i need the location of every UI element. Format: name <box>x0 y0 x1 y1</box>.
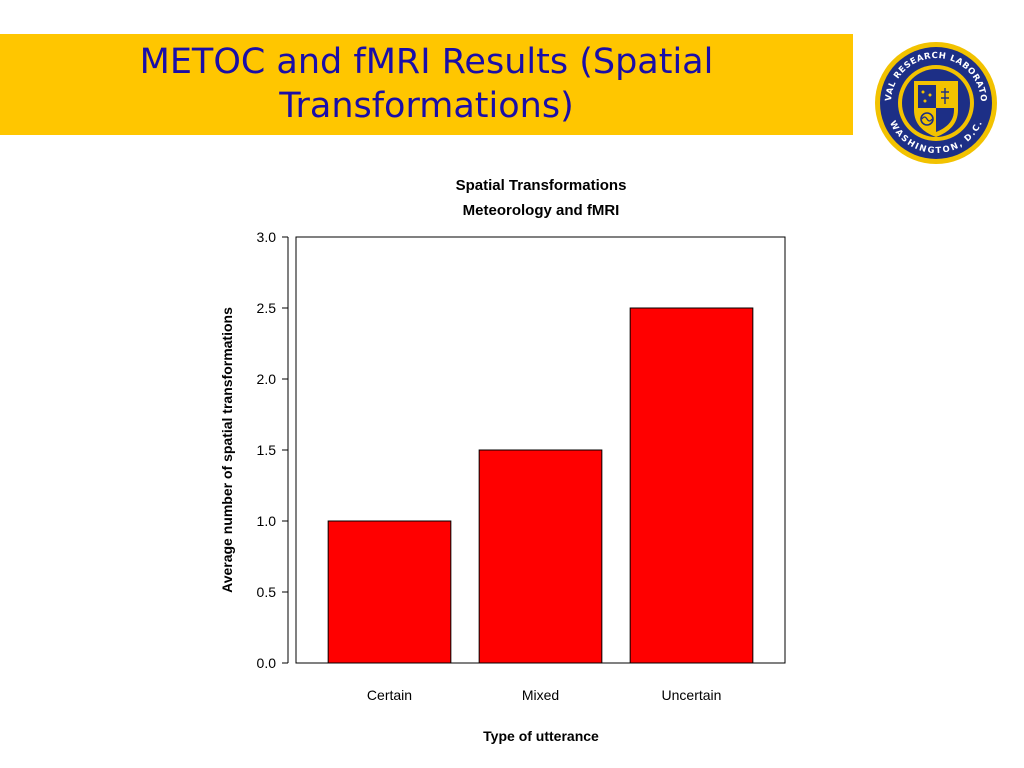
x-axis-label: Type of utterance <box>483 728 599 744</box>
bar-uncertain <box>629 307 754 664</box>
plot-frame <box>295 236 786 664</box>
y-axis-label: Average number of spatial transformation… <box>219 307 235 593</box>
x-tick-label-certain: Certain <box>367 687 412 703</box>
y-tick-label: 1.5 <box>257 442 277 458</box>
x-tick-label-mixed: Mixed <box>522 687 559 703</box>
chart-title: Spatial Transformations <box>456 177 627 194</box>
bars <box>327 307 754 664</box>
y-ticks: 0.0 0.5 1.0 1.5 2.0 2.5 3.0 <box>257 229 288 671</box>
slide-title-line-1: METOC and fMRI Results (Spatial <box>139 42 714 82</box>
y-tick-label: 1.0 <box>257 513 277 529</box>
bar-mixed <box>478 449 603 664</box>
naval-research-laboratory-seal: NAVAL RESEARCH LABORATORY WASHINGTON, D.… <box>873 40 997 164</box>
y-tick-label: 0.5 <box>257 584 277 600</box>
x-tick-labels: Certain Mixed Uncertain <box>367 687 722 703</box>
y-tick-label: 2.0 <box>257 371 277 387</box>
y-tick-label: 3.0 <box>257 229 277 245</box>
x-tick-label-uncertain: Uncertain <box>662 687 722 703</box>
chart-subtitle: Meteorology and fMRI <box>463 202 620 219</box>
y-tick-label: 0.0 <box>257 655 277 671</box>
bar-certain <box>327 520 452 664</box>
slide-title: METOC and fMRI Results (Spatial Transfor… <box>0 40 853 128</box>
title-banner <box>0 34 853 135</box>
slide-title-line-2: Transformations) <box>279 86 574 126</box>
y-tick-label: 2.5 <box>257 300 277 316</box>
